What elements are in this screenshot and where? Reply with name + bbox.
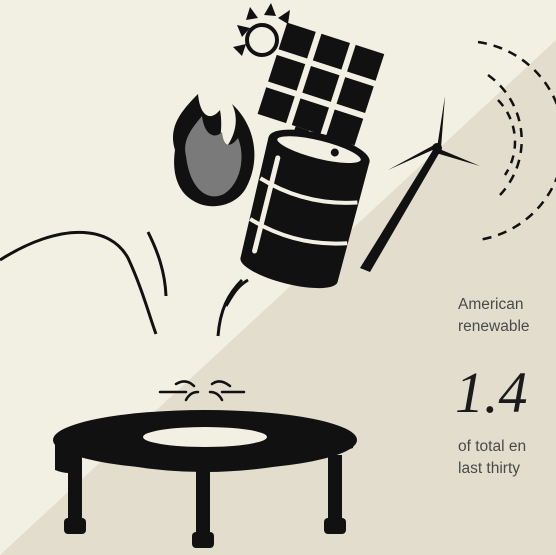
outro-line-2: last thirty xyxy=(458,460,521,477)
sun-icon xyxy=(233,3,290,57)
intro-text: American renewable xyxy=(458,294,530,338)
oil-barrel-icon xyxy=(240,129,370,289)
solar-panel-icon xyxy=(257,22,385,160)
bounce-arcs xyxy=(0,231,249,337)
stat-value: 1.4 xyxy=(455,360,528,425)
impact-burst-icon xyxy=(158,380,246,402)
trampoline-icon xyxy=(53,410,357,548)
intro-line-2: renewable xyxy=(458,318,530,335)
outro-line-1: of total en xyxy=(458,438,527,455)
flame-icon xyxy=(172,94,255,207)
outro-text: of total en last thirty xyxy=(458,436,526,480)
wind-turbine-icon xyxy=(360,40,556,272)
intro-line-1: American xyxy=(458,296,524,313)
